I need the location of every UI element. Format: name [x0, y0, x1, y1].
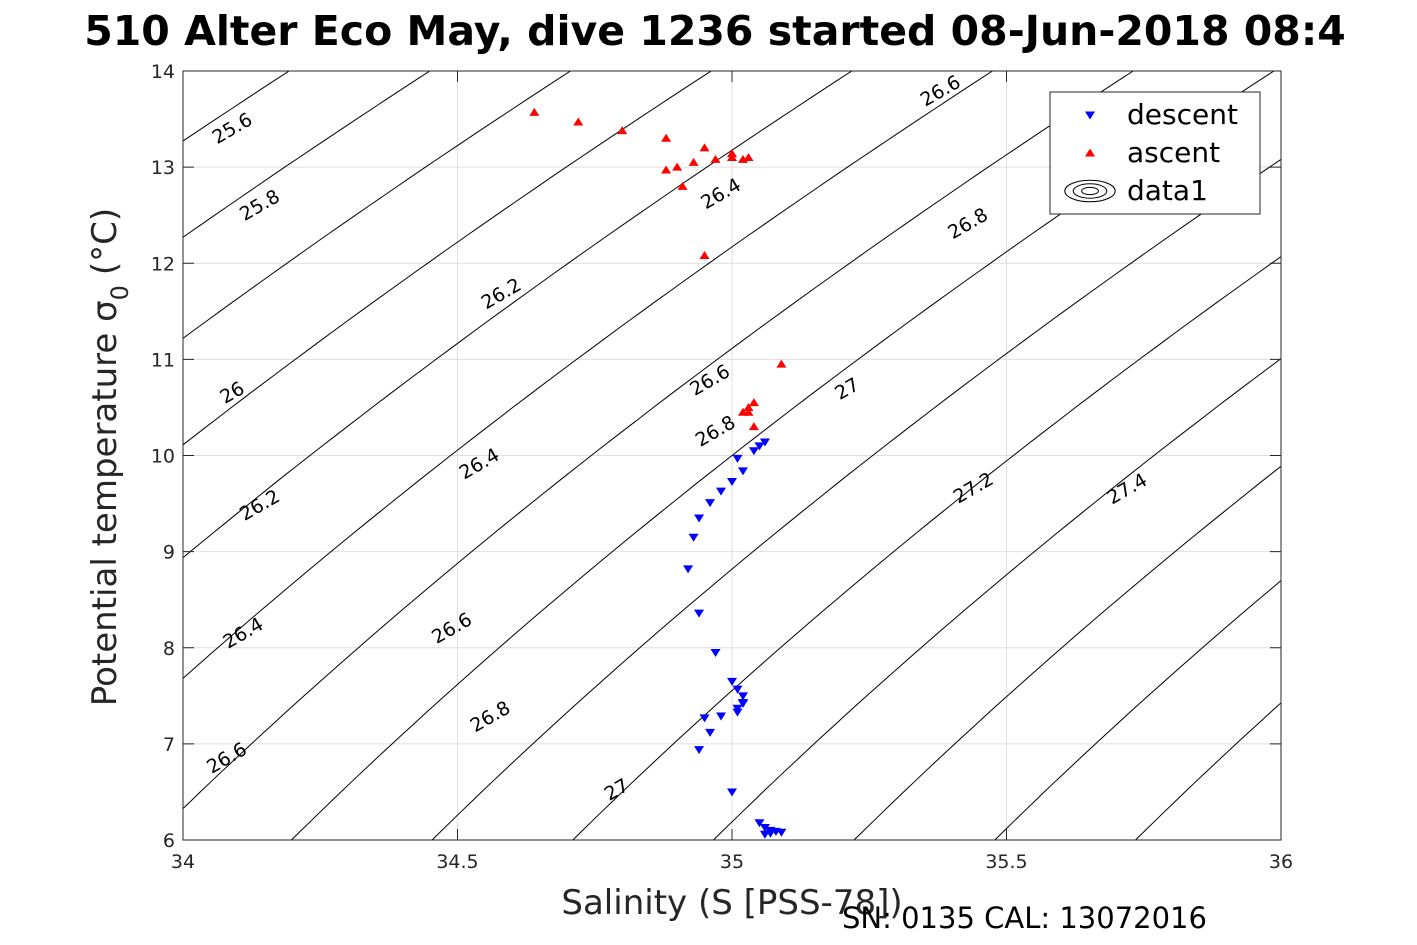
y-tick-label: 9 [163, 542, 175, 564]
x-tick-label: 36 [1269, 851, 1293, 873]
ascent-point [672, 162, 683, 171]
descent-point [759, 824, 770, 833]
density-contour-line [712, 358, 1281, 840]
ascent-point [529, 107, 540, 116]
y-tick-label: 10 [151, 446, 175, 468]
y-axis-label-group: Potential temperature σ0 (°C) [85, 208, 134, 706]
legend-icon-data1 [1081, 186, 1099, 196]
ascent-point [748, 422, 759, 431]
x-tick-label: 34 [171, 851, 195, 873]
ascent-point [743, 153, 754, 162]
ascent-point [748, 398, 759, 407]
ascent-point [661, 133, 672, 142]
descent-point [699, 714, 710, 723]
ascent-point [661, 165, 672, 174]
legend-label-descent: descent [1127, 98, 1238, 131]
descent-point [705, 499, 716, 508]
density-contour-line [183, 71, 1135, 810]
ascent-point [727, 149, 737, 158]
descent-point [737, 700, 748, 709]
ascent-point [617, 126, 628, 135]
density-contour-line [183, 71, 713, 446]
descent-point [754, 819, 765, 828]
ascent-point [743, 402, 754, 411]
legend: descent ascent data1 [1049, 91, 1261, 215]
descent-point [694, 609, 705, 618]
ascent-point [677, 181, 688, 190]
descent-point [759, 438, 770, 447]
descent-point [705, 728, 716, 737]
axis-ticks: 34 34.5 35 35.5 36 6 7 8 9 10 11 12 13 14 [151, 61, 1293, 873]
x-axis-label: Salinity (S [PSS-78]) [561, 883, 902, 923]
y-tick-label: 7 [163, 734, 175, 756]
x-tick-label: 35.5 [985, 851, 1027, 873]
ascent-point [710, 154, 721, 163]
descent-point [727, 477, 737, 486]
density-contour-line [183, 71, 853, 559]
density-contour-line [853, 465, 1281, 840]
descent-point [748, 447, 759, 456]
footer-caption: SN: 0135 CAL: 13072016 [842, 901, 1207, 935]
data-points [529, 107, 787, 839]
legend-icon-data1 [1072, 183, 1108, 199]
descent-point [688, 533, 699, 542]
ascent-point [573, 117, 584, 126]
descent-point [694, 514, 705, 523]
y-axis-label-main: Potential temperature σ [85, 300, 125, 706]
density-contour-line [994, 579, 1281, 840]
ascent-point [743, 407, 754, 416]
density-contour-line [183, 71, 994, 679]
descent-point [759, 830, 770, 839]
density-contour-line [183, 71, 572, 339]
descent-point [716, 712, 727, 721]
density-contour-line [431, 158, 1281, 840]
y-tick-label: 6 [163, 830, 175, 852]
descent-point [732, 708, 743, 717]
descent-point [727, 677, 737, 686]
y-tick-label: 14 [151, 61, 175, 83]
descent-point [727, 788, 737, 797]
ascent-point [699, 251, 710, 260]
chart-title: 510 Alter Eco May, dive 1236 started 08-… [84, 7, 1346, 55]
legend-icon-ascent [1085, 148, 1095, 157]
descent-point [732, 685, 743, 694]
descent-point [737, 467, 748, 476]
descent-point [754, 442, 765, 451]
y-tick-label: 13 [151, 157, 175, 179]
legend-icon-data1 [1064, 179, 1116, 203]
ascent-point [776, 359, 787, 368]
y-tick-label: 12 [151, 253, 175, 275]
y-tick-label: 8 [163, 638, 175, 660]
y-axis-label-unit: (°C) [85, 208, 125, 275]
density-contour-line [572, 255, 1281, 840]
ascent-point [688, 157, 699, 166]
legend-icon-descent [1085, 111, 1095, 120]
descent-point [737, 692, 748, 701]
y-tick-label: 11 [151, 349, 175, 371]
x-tick-label: 35 [720, 851, 744, 873]
legend-icons [1064, 111, 1116, 203]
descent-point [716, 487, 727, 496]
density-contours [183, 71, 1281, 840]
y-axis-label-subscript: 0 [106, 285, 134, 300]
descent-point [683, 565, 694, 574]
legend-label-data1: data1 [1127, 174, 1208, 207]
y-axis-label: Potential temperature σ0 (°C) [85, 208, 134, 706]
descent-point [732, 454, 743, 463]
legend-label-ascent: ascent [1127, 136, 1220, 169]
x-tick-label: 34.5 [436, 851, 478, 873]
descent-point [694, 746, 705, 755]
density-contour-line [183, 71, 431, 238]
ascent-point [699, 143, 710, 152]
descent-point [710, 649, 721, 658]
density-contour-line [1134, 702, 1281, 840]
